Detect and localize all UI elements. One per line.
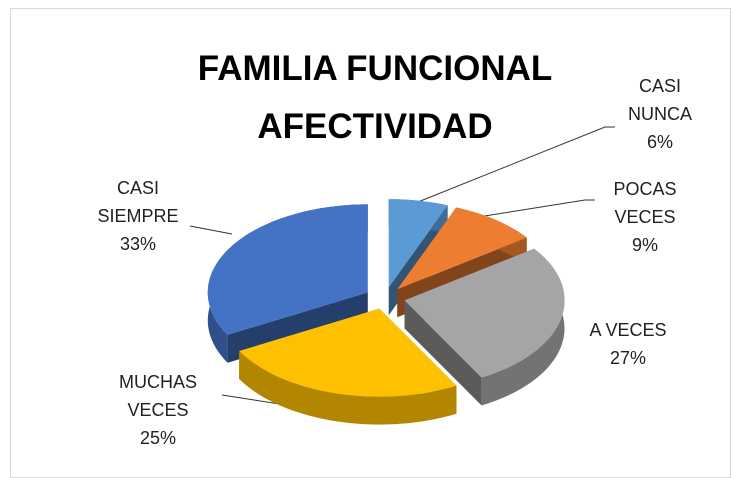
label-category: CASI NUNCA xyxy=(627,76,692,124)
slice xyxy=(239,308,457,397)
slice xyxy=(388,199,448,288)
chart: FAMILIA FUNCIONAL AFECTIVIDAD CASI NUNCA… xyxy=(10,8,731,478)
label-value: 27% xyxy=(609,348,647,368)
label-value: 25% xyxy=(139,428,177,448)
data-label: MUCHAS VECES 25% xyxy=(103,368,213,452)
data-label: A VECES 27% xyxy=(573,316,683,372)
slice xyxy=(207,204,368,335)
label-value: 9% xyxy=(631,235,658,255)
slice-wall xyxy=(404,300,482,406)
chart-title: FAMILIA FUNCIONAL AFECTIVIDAD xyxy=(197,49,553,146)
pie-area xyxy=(189,126,615,425)
leader-line xyxy=(471,199,595,219)
label-category: CASI SIEMPRE xyxy=(97,178,179,226)
label-category: A VECES xyxy=(589,320,667,340)
slice-side xyxy=(481,248,565,406)
label-value: 33% xyxy=(119,234,157,254)
slice-side xyxy=(239,351,457,425)
label-value: 6% xyxy=(646,132,673,152)
label-category: MUCHAS VECES xyxy=(118,372,197,420)
data-label: CASI SIEMPRE 33% xyxy=(83,174,193,258)
data-label: POCAS VECES 9% xyxy=(590,175,700,259)
data-label: CASI NUNCA 6% xyxy=(605,72,715,156)
label-category: POCAS VECES xyxy=(613,179,677,227)
leader-line xyxy=(407,126,615,207)
slice xyxy=(397,207,527,290)
slice xyxy=(404,248,565,378)
leader-line xyxy=(189,225,233,235)
slice-tops xyxy=(207,199,565,397)
